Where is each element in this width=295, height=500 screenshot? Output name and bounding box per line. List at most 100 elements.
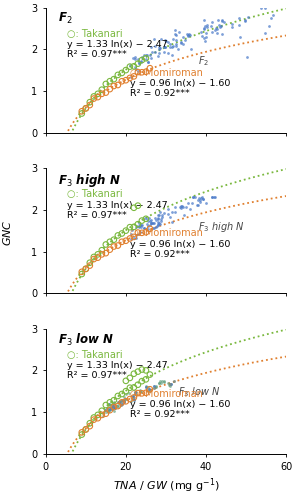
- Point: [217, 22, 222, 30]
- Point: [135, 389, 140, 397]
- Point: [104, 408, 109, 416]
- Point: [132, 63, 137, 71]
- Point: [139, 58, 143, 66]
- Text: ○: Momiroman: ○: Momiroman: [130, 389, 203, 399]
- Point: [262, 4, 267, 12]
- Point: [172, 208, 177, 216]
- Point: [172, 202, 177, 210]
- Text: y = 0.96 ln(x) − 1.60: y = 0.96 ln(x) − 1.60: [130, 240, 230, 248]
- Point: [174, 40, 179, 48]
- Point: [211, 194, 216, 202]
- Point: [144, 220, 149, 228]
- Point: [107, 246, 112, 254]
- Text: ○: Takanari: ○: Takanari: [67, 190, 123, 200]
- Point: [144, 54, 148, 62]
- Point: [242, 16, 247, 24]
- Point: [150, 219, 155, 227]
- Point: [112, 75, 116, 83]
- Point: [144, 68, 148, 76]
- Point: [96, 93, 100, 101]
- Point: [152, 382, 157, 390]
- Point: [161, 44, 166, 52]
- Point: [135, 380, 140, 388]
- Point: [195, 201, 200, 209]
- Point: [132, 62, 136, 70]
- Point: [131, 394, 136, 402]
- Point: [145, 217, 150, 225]
- Point: [99, 411, 104, 419]
- Point: [144, 228, 148, 236]
- Text: F$_3$ low N: F$_3$ low N: [178, 385, 220, 399]
- Point: [111, 402, 115, 410]
- Point: [102, 406, 107, 414]
- Point: [153, 383, 158, 391]
- Point: [139, 223, 144, 231]
- Point: [168, 382, 172, 390]
- Point: [162, 48, 167, 56]
- Point: [140, 390, 144, 398]
- Point: [140, 216, 144, 224]
- Point: [132, 223, 136, 231]
- Point: [104, 249, 108, 257]
- Point: [127, 74, 132, 82]
- Point: [154, 216, 159, 224]
- Point: [145, 58, 150, 66]
- Point: [166, 38, 171, 46]
- Point: [202, 16, 206, 24]
- Point: [119, 77, 124, 85]
- Point: [236, 14, 241, 22]
- Point: [112, 403, 117, 411]
- Point: [132, 390, 137, 398]
- Point: [181, 203, 186, 211]
- Point: [121, 396, 125, 404]
- Point: [148, 217, 152, 225]
- Point: [158, 217, 163, 225]
- Point: [120, 400, 124, 408]
- Point: [203, 37, 207, 45]
- Point: [124, 394, 129, 402]
- Point: [204, 21, 209, 29]
- Point: [87, 98, 92, 106]
- Point: [115, 232, 120, 239]
- Point: [220, 16, 225, 24]
- Point: [199, 32, 204, 40]
- Point: [139, 221, 144, 229]
- Point: [148, 54, 153, 62]
- Point: [130, 54, 135, 62]
- Point: [173, 30, 177, 38]
- Point: [118, 402, 123, 409]
- Text: y = 1.33 ln(x) − 2.47: y = 1.33 ln(x) − 2.47: [67, 200, 168, 209]
- Point: [179, 202, 184, 209]
- Point: [134, 388, 138, 396]
- Point: [166, 380, 171, 388]
- Point: [112, 398, 116, 406]
- Point: [99, 90, 104, 98]
- Point: [222, 18, 227, 26]
- Point: [148, 387, 152, 395]
- Point: [213, 24, 218, 32]
- Point: [147, 52, 152, 60]
- Point: [115, 242, 120, 250]
- Text: R² = 0.92***: R² = 0.92***: [130, 89, 190, 98]
- Point: [127, 223, 132, 231]
- Point: [201, 24, 206, 32]
- Point: [130, 392, 135, 400]
- Point: [91, 253, 96, 261]
- Point: [79, 108, 84, 116]
- Point: [112, 404, 117, 412]
- Point: [100, 412, 105, 420]
- Point: [165, 210, 170, 218]
- Point: [162, 208, 166, 216]
- Point: [132, 394, 136, 402]
- Point: [124, 377, 128, 385]
- Point: [143, 384, 148, 392]
- Point: [107, 85, 112, 93]
- Point: [142, 52, 146, 60]
- Point: [169, 208, 174, 216]
- Point: [112, 398, 116, 406]
- Point: [144, 366, 148, 374]
- Point: [106, 408, 110, 416]
- Point: [200, 195, 205, 203]
- Point: [96, 254, 100, 262]
- Point: [107, 238, 112, 246]
